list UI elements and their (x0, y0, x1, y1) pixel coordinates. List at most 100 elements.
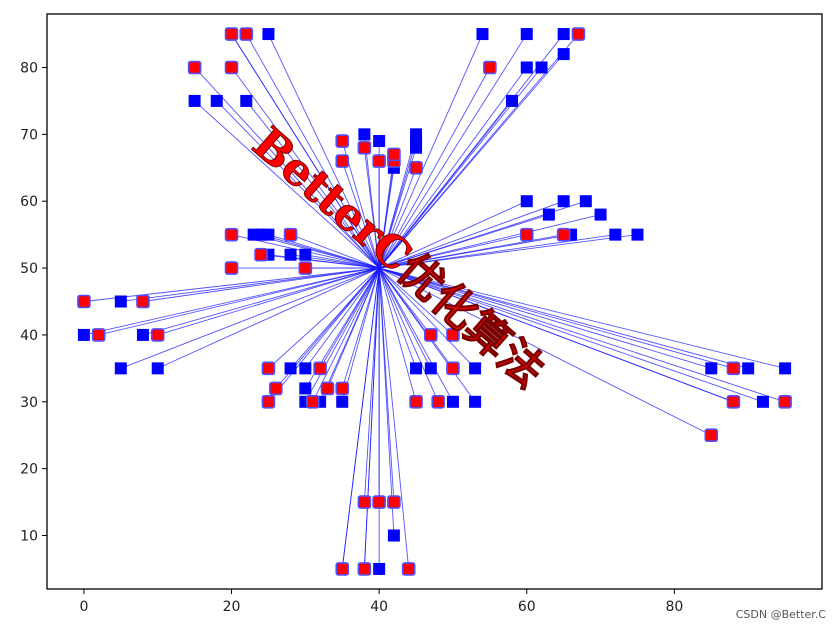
blue-node-marker (469, 362, 482, 375)
y-tick-label: 40 (20, 328, 38, 344)
blue-node-marker (476, 28, 489, 41)
route-edge (327, 267, 380, 389)
red-node-marker (313, 361, 327, 376)
red-node-marker (239, 27, 254, 41)
route-edge (379, 267, 712, 369)
blue-node-marker (594, 208, 607, 221)
blue-node-marker (535, 61, 548, 74)
route-edge (157, 267, 380, 336)
route-edge (83, 267, 380, 302)
x-tick-label: 60 (518, 599, 536, 615)
route-edge (378, 267, 454, 369)
red-node-marker (269, 381, 283, 396)
red-node-marker (254, 247, 268, 262)
red-node-marker (372, 495, 386, 509)
red-node-marker (424, 328, 438, 342)
route-edge (378, 267, 454, 336)
red-node-marker (726, 361, 741, 376)
y-tick-label: 50 (20, 261, 38, 277)
route-edge (290, 234, 380, 269)
y-tick-label: 20 (20, 462, 38, 478)
red-node-marker (778, 394, 792, 409)
blue-node-marker (387, 529, 400, 542)
red-node-marker (224, 27, 239, 41)
route-edge (363, 147, 380, 269)
x-tick-label: 20 (223, 599, 241, 615)
route-edge (363, 268, 380, 569)
route-edge (378, 268, 395, 503)
blue-node-marker (410, 362, 423, 375)
route-edge (304, 267, 380, 369)
blue-node-marker (188, 94, 201, 107)
route-edge (378, 33, 528, 269)
blue-node-marker (284, 362, 297, 375)
route-edge (378, 33, 483, 269)
route-edge (378, 200, 527, 269)
red-node-marker (335, 134, 350, 148)
route-edge (378, 33, 565, 269)
red-node-marker (136, 294, 150, 309)
red-node-marker (283, 227, 298, 242)
route-edge (260, 254, 380, 269)
route-edge (378, 267, 417, 402)
route-edge (378, 267, 764, 403)
route-edge (379, 267, 749, 369)
route-edge (120, 267, 380, 302)
blue-node-marker (284, 248, 297, 261)
blue-node-marker (557, 195, 570, 208)
route-edge (194, 67, 380, 269)
route-edge (142, 267, 380, 336)
route-edge (341, 267, 380, 402)
route-edge (268, 267, 380, 369)
red-node-marker (409, 160, 423, 175)
route-edge (379, 267, 786, 403)
y-tick-label: 70 (20, 127, 38, 143)
red-node-marker (187, 60, 202, 75)
red-node-marker (372, 154, 386, 168)
route-edge (379, 234, 638, 269)
route-edge (312, 267, 380, 402)
route-edge (98, 267, 380, 336)
x-tick-label: 80 (665, 599, 683, 615)
red-node-marker (571, 27, 586, 41)
blue-node-marker (542, 208, 555, 221)
blue-node-marker (557, 28, 570, 41)
route-edge (378, 67, 528, 269)
blue-node-marker (77, 328, 90, 341)
y-tick-label: 10 (20, 529, 38, 545)
route-edge (378, 267, 454, 403)
red-node-marker (298, 261, 313, 275)
red-node-marker (224, 227, 239, 242)
route-edge (379, 267, 734, 369)
axis-ticks: 0 20 40 60 80 10 20 30 40 50 60 70 80 (20, 60, 683, 615)
route-edge (378, 267, 439, 402)
red-node-marker (556, 227, 571, 242)
route-edge (378, 167, 417, 269)
x-tick-label: 40 (370, 599, 388, 615)
red-node-marker (483, 60, 497, 75)
blue-node-marker (557, 48, 570, 61)
red-node-marker (305, 394, 320, 409)
blue-node-marker (299, 248, 312, 261)
blue-node-marker (506, 94, 518, 107)
route-edge (378, 267, 734, 403)
route-edge (304, 267, 380, 403)
red-node-marker (91, 328, 106, 342)
blue-node-marker (742, 362, 755, 375)
blue-node-marker (136, 328, 149, 341)
blue-node-marker (255, 228, 268, 241)
blue-node-marker (579, 195, 592, 208)
red-node-marker (261, 361, 276, 376)
credit-text: CSDN @Better.C (735, 608, 826, 621)
blue-node-marker (373, 562, 386, 575)
red-node-marker (519, 227, 534, 242)
blue-node-marker (262, 28, 275, 41)
route-edge (378, 267, 476, 369)
route-edge (378, 267, 417, 369)
route-edge (341, 160, 380, 269)
blue-node-marker (373, 135, 386, 148)
route-edge (268, 267, 380, 403)
route-edge (379, 234, 527, 269)
red-node-marker (387, 147, 401, 162)
